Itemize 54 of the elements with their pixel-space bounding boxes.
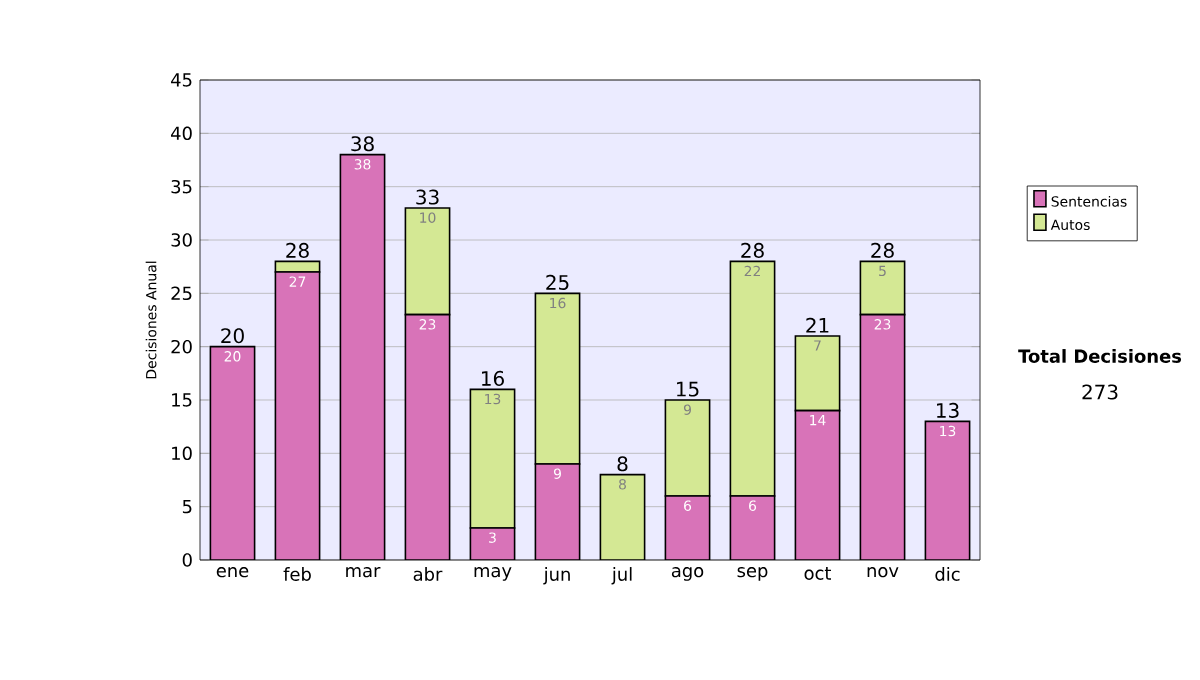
bar [404,207,451,316]
y-tick-label: 40 [171,126,192,141]
y-tick-label: 10 [172,446,192,461]
total-label: 28 [741,242,764,258]
x-tick-label: feb [283,567,311,581]
x-tick-label: jun [543,567,570,585]
total-label: 20 [221,328,244,344]
x-tick-label: ago [671,567,704,581]
bar [730,496,775,560]
bar [600,474,645,560]
bar [860,314,905,560]
x-tick-label: ene [216,567,249,578]
total-label: 8 [617,456,628,472]
x-tick-label: dic [935,567,960,581]
total-label: 38 [351,136,374,152]
text: 273 [1082,384,1118,400]
x-tick-label: abr [413,567,443,581]
total-label: 33 [416,189,439,205]
bar [534,292,581,465]
total-label: 25 [546,274,569,290]
total-label: 28 [286,242,309,258]
total-label: 13 [937,402,959,418]
x-tick-label: nov [867,567,899,578]
y-tick-label: 25 [171,286,192,301]
bar [664,399,711,497]
bar [859,260,906,316]
y-tick-label: 45 [171,73,192,87]
bar [535,464,580,560]
bar [275,272,320,560]
bar [729,260,776,497]
bar [924,420,971,560]
x-tick-label: sep [737,567,768,581]
y-tick-label: 20 [171,339,192,354]
x-tick-label: oct [804,567,832,580]
bar [405,314,450,560]
y-tick-label: 15 [172,393,192,407]
bar [665,496,710,560]
x-tick-label: mar [346,567,381,578]
y-tick-label: 0 [182,553,192,567]
text: Total Decisiones [1018,349,1182,363]
bar [795,410,840,560]
total-label: 16 [482,370,504,386]
bar [210,346,255,560]
total-label: 21 [806,317,829,333]
bar [340,154,385,560]
total-label: 28 [871,242,894,258]
total-label: 15 [677,381,699,397]
y-tick-label: 35 [171,179,192,194]
bar [794,335,841,412]
y-tick-label: 5 [182,500,192,514]
y-tick-label: 30 [171,233,192,247]
bar [469,388,516,529]
x-tick-label: may [474,567,512,581]
x-tick-label: jul [611,567,632,585]
